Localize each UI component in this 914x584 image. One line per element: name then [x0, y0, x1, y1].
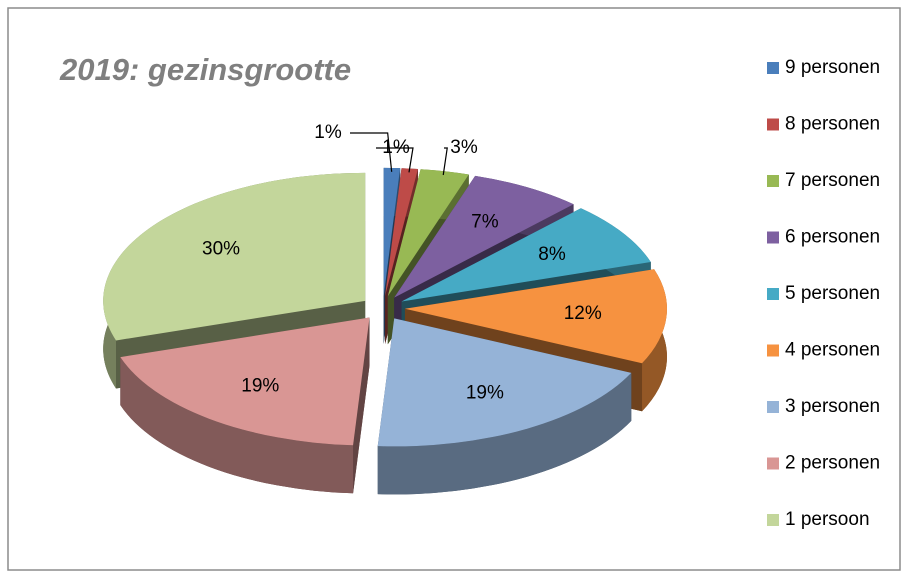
legend-label: 8 personen — [785, 114, 880, 135]
legend-swatch — [767, 344, 779, 357]
legend-label: 5 personen — [785, 283, 880, 304]
pie-slice — [120, 317, 370, 446]
data-label: 1% — [314, 122, 342, 143]
data-label: 19% — [466, 382, 504, 403]
slice-wall — [120, 357, 354, 494]
pie-slice — [383, 167, 401, 296]
legend-swatch — [767, 288, 779, 300]
chart-title: 2019: gezinsgrootte — [59, 52, 351, 87]
pie-slice — [401, 208, 651, 302]
legend-label: 9 personen — [785, 57, 880, 78]
leader-line — [350, 132, 393, 172]
legend-swatch — [767, 231, 779, 244]
pie-slice — [387, 169, 469, 297]
data-label: 8% — [538, 244, 566, 265]
slice-3d — [120, 317, 370, 494]
legend-swatch — [767, 118, 779, 131]
pie-slice — [377, 318, 632, 447]
data-label: 12% — [564, 303, 602, 324]
legend-swatch — [767, 62, 779, 74]
data-label: 7% — [471, 212, 499, 233]
pie-slice — [385, 168, 418, 296]
pie-slice — [404, 269, 667, 364]
slice-wall — [377, 372, 632, 495]
legend-label: 6 personen — [785, 227, 880, 248]
data-label: 30% — [202, 239, 240, 260]
pie-slice — [103, 172, 366, 341]
legend-label: 1 persoon — [785, 509, 870, 530]
pie-sides — [103, 167, 667, 495]
legend-swatch — [767, 457, 779, 470]
data-label: 19% — [241, 375, 279, 396]
pie-slice — [394, 175, 574, 298]
legend-swatch — [767, 401, 779, 413]
legend-label: 2 personen — [785, 453, 880, 474]
data-label: 1% — [382, 137, 410, 158]
legend-label: 7 personen — [785, 170, 880, 191]
leader-line — [376, 147, 414, 173]
leader-line — [442, 147, 448, 176]
legend-swatch — [767, 175, 779, 187]
legend-swatch — [767, 514, 779, 526]
data-label: 3% — [450, 137, 478, 158]
legend-label: 4 personen — [785, 340, 880, 361]
slice-3d — [377, 318, 632, 495]
legend-label: 3 personen — [785, 396, 880, 417]
